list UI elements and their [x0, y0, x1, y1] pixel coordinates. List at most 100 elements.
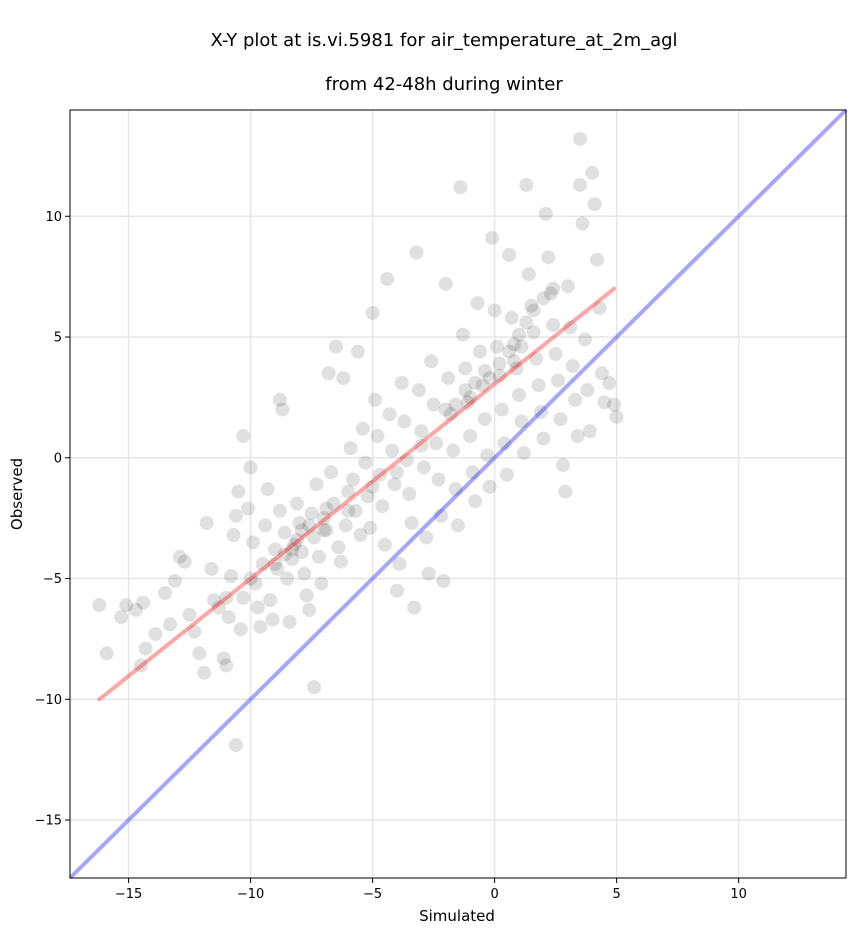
data-point	[455, 327, 470, 342]
x-tick-label: 10	[730, 887, 747, 902]
data-point	[451, 518, 465, 533]
data-point	[551, 373, 566, 388]
data-point	[509, 361, 524, 376]
data-point	[243, 460, 258, 475]
data-point	[402, 487, 417, 501]
x-tick-label: 5	[612, 887, 620, 902]
data-point	[319, 523, 334, 538]
data-point	[350, 344, 365, 359]
data-point	[197, 665, 212, 680]
data-point	[206, 593, 221, 608]
data-point	[504, 310, 519, 325]
axis-ticks: −15 −10 −5 0 5 10 −15 −10 −5 0 5 10	[35, 210, 747, 902]
data-point	[446, 443, 461, 458]
data-point	[377, 537, 392, 552]
data-point	[336, 371, 351, 386]
data-point	[458, 383, 473, 398]
data-point	[231, 484, 246, 499]
data-point	[580, 383, 595, 398]
data-point	[246, 535, 261, 550]
data-point	[546, 317, 561, 332]
data-point	[472, 344, 487, 359]
data-point	[280, 571, 295, 586]
data-point	[358, 455, 373, 470]
data-point	[460, 395, 475, 410]
data-point	[192, 646, 207, 661]
data-point	[477, 412, 492, 427]
data-point	[563, 320, 578, 335]
data-point	[287, 537, 302, 552]
data-point	[258, 518, 273, 533]
data-point	[421, 566, 436, 581]
y-tick-label: 10	[45, 210, 62, 225]
data-point	[119, 598, 134, 613]
data-point	[573, 177, 588, 192]
data-point	[255, 557, 270, 572]
grid	[70, 110, 846, 878]
data-point	[529, 351, 544, 366]
data-point	[311, 549, 326, 564]
data-point	[233, 622, 248, 637]
data-point	[365, 305, 380, 320]
data-point	[541, 250, 556, 265]
y-tick-label: 5	[54, 331, 62, 346]
data-point	[543, 286, 558, 301]
data-point	[470, 296, 485, 311]
data-point	[570, 429, 585, 444]
data-point	[346, 472, 361, 487]
data-point	[250, 600, 265, 615]
data-point	[319, 501, 334, 516]
data-point	[536, 291, 551, 306]
data-point	[236, 429, 251, 444]
data-point	[341, 503, 356, 518]
data-point	[375, 499, 390, 514]
data-point	[502, 247, 517, 262]
data-point	[399, 453, 414, 468]
x-tick-label: −5	[363, 887, 382, 902]
data-point	[302, 518, 317, 533]
data-point	[387, 477, 402, 492]
data-point	[114, 610, 129, 625]
data-point	[304, 506, 319, 521]
data-point	[177, 554, 192, 569]
data-point	[582, 424, 597, 439]
y-tick-label: 0	[54, 451, 62, 466]
data-point	[516, 445, 531, 460]
data-point	[289, 532, 304, 547]
data-point	[492, 368, 507, 383]
data-point	[565, 359, 580, 373]
data-point	[458, 361, 473, 376]
chart-title: X-Y plot at is.vi.5981 for air_temperatu…	[0, 8, 854, 118]
data-point	[307, 530, 322, 545]
data-point	[389, 465, 404, 480]
data-point	[272, 503, 287, 518]
data-point	[465, 465, 480, 480]
reference-lines	[68, 108, 848, 880]
data-point	[368, 392, 383, 407]
data-point	[219, 590, 234, 605]
data-point	[438, 276, 453, 291]
data-point	[507, 354, 522, 369]
data-point	[224, 569, 239, 584]
data-point	[531, 378, 546, 393]
data-point	[602, 375, 617, 390]
data-point	[485, 231, 500, 245]
data-point	[328, 339, 343, 354]
data-point	[533, 404, 548, 419]
data-point	[289, 496, 304, 511]
data-point	[438, 402, 453, 417]
data-point	[331, 540, 346, 555]
data-point	[267, 557, 282, 572]
data-point	[380, 272, 395, 287]
data-point	[338, 518, 353, 533]
data-point	[226, 528, 241, 543]
data-point	[494, 402, 509, 417]
data-point	[204, 561, 219, 576]
data-point	[448, 482, 463, 497]
data-point	[419, 530, 434, 545]
data-point	[265, 612, 280, 627]
data-point	[92, 598, 107, 613]
data-point	[607, 397, 622, 412]
data-point	[267, 542, 282, 557]
data-point	[360, 489, 375, 504]
